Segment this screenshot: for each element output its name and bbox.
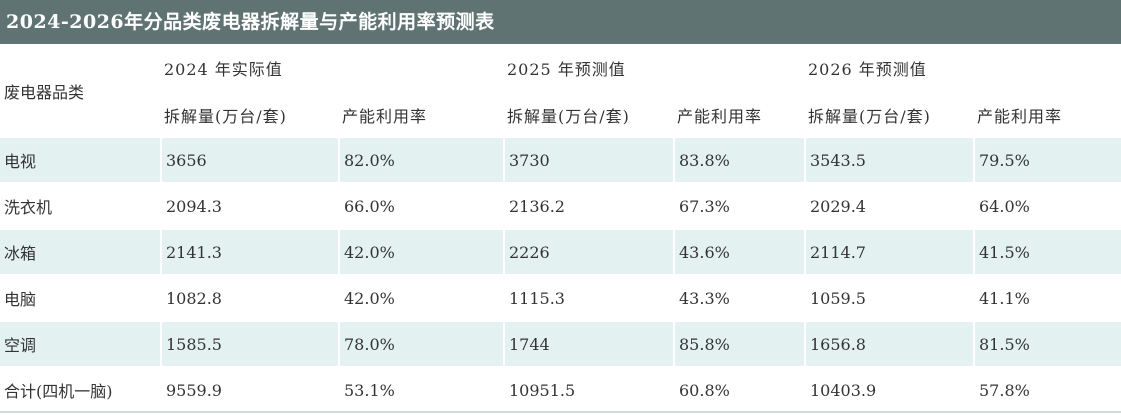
category-cell: 电脑 <box>0 276 160 322</box>
utilization-2026-cell: 79.5% <box>973 138 1121 184</box>
utilization-2026-cell: 41.1% <box>973 276 1121 322</box>
table-row: 合计(四机一脑) 9559.9 53.1% 10951.5 60.8% 10403.9 57… <box>0 368 1121 414</box>
volume-2024-cell: 1082.8 <box>160 276 338 322</box>
year-header-2025: 2025 年预测值 <box>507 60 626 79</box>
utilization-2025-cell: 43.3% <box>673 276 804 322</box>
header-row-metrics: 拆解量(万台/套) 产能利用率 拆解量(万台/套) 产能利用率 拆解量(万台/套… <box>0 92 1121 138</box>
volume-2024-cell: 9559.9 <box>160 368 338 414</box>
utilization-2025-cell: 60.8% <box>673 368 804 414</box>
volume-2026-cell: 1059.5 <box>804 276 973 322</box>
volume-2024-cell: 2094.3 <box>160 184 338 230</box>
category-column-header: 废电器品类 <box>4 83 85 102</box>
table-title: 2024-2026年分品类废电器拆解量与产能利用率预测表 <box>0 0 1121 44</box>
utilization-2025-cell: 85.8% <box>673 322 804 368</box>
utilization-2025-cell: 83.8% <box>673 138 804 184</box>
table-bottom-rule <box>0 411 1121 413</box>
header-row-years: 废电器品类 2024 年实际值 2025 年预测值 2026 年预测值 <box>0 44 1121 102</box>
volume-2025-cell: 10951.5 <box>503 368 673 414</box>
utilization-2024-cell: 53.1% <box>338 368 503 414</box>
volume-2026-cell: 3543.5 <box>804 138 973 184</box>
utilization-2025-cell: 43.6% <box>673 230 804 276</box>
volume-2025-cell: 2226 <box>503 230 673 276</box>
volume-2025-cell: 1115.3 <box>503 276 673 322</box>
category-cell: 电视 <box>0 138 160 184</box>
utilization-2024-cell: 78.0% <box>338 322 503 368</box>
volume-2025-cell: 1744 <box>503 322 673 368</box>
utilization-2026-cell: 57.8% <box>973 368 1121 414</box>
volume-2026-cell: 1656.8 <box>804 322 973 368</box>
utilization-2026-cell: 81.5% <box>973 322 1121 368</box>
category-cell: 冰箱 <box>0 230 160 276</box>
table-row: 冰箱 2141.3 42.0% 2226 43.6% 2114.7 41.5% <box>0 230 1121 276</box>
utilization-2024-cell: 42.0% <box>338 230 503 276</box>
year-header-2026: 2026 年预测值 <box>808 60 927 79</box>
utilization-header-2025: 产能利用率 <box>677 107 763 126</box>
volume-header-2026: 拆解量(万台/套) <box>808 107 931 126</box>
year-header-2024: 2024 年实际值 <box>164 60 283 79</box>
utilization-header-2026: 产能利用率 <box>977 107 1063 126</box>
table-row: 空调 1585.5 78.0% 1744 85.8% 1656.8 81.5% <box>0 322 1121 368</box>
volume-2026-cell: 2029.4 <box>804 184 973 230</box>
utilization-header-2024: 产能利用率 <box>342 107 428 126</box>
table-row: 洗衣机 2094.3 66.0% 2136.2 67.3% 2029.4 64.0% <box>0 184 1121 230</box>
volume-2026-cell: 10403.9 <box>804 368 973 414</box>
volume-2024-cell: 3656 <box>160 138 338 184</box>
utilization-2024-cell: 82.0% <box>338 138 503 184</box>
data-table: 废电器品类 2024 年实际值 2025 年预测值 2026 年预测值 拆解量(… <box>0 44 1121 414</box>
category-cell: 空调 <box>0 322 160 368</box>
category-cell: 洗衣机 <box>0 184 160 230</box>
utilization-2024-cell: 66.0% <box>338 184 503 230</box>
table-row: 电脑 1082.8 42.0% 1115.3 43.3% 1059.5 41.1% <box>0 276 1121 322</box>
volume-2025-cell: 3730 <box>503 138 673 184</box>
volume-2026-cell: 2114.7 <box>804 230 973 276</box>
volume-2024-cell: 1585.5 <box>160 322 338 368</box>
volume-2025-cell: 2136.2 <box>503 184 673 230</box>
utilization-2024-cell: 42.0% <box>338 276 503 322</box>
utilization-2026-cell: 41.5% <box>973 230 1121 276</box>
utilization-2025-cell: 67.3% <box>673 184 804 230</box>
volume-header-2024: 拆解量(万台/套) <box>164 107 287 126</box>
volume-2024-cell: 2141.3 <box>160 230 338 276</box>
category-cell: 合计(四机一脑) <box>0 368 160 414</box>
volume-header-2025: 拆解量(万台/套) <box>507 107 630 126</box>
table-row: 电视 3656 82.0% 3730 83.8% 3543.5 79.5% <box>0 138 1121 184</box>
utilization-2026-cell: 64.0% <box>973 184 1121 230</box>
